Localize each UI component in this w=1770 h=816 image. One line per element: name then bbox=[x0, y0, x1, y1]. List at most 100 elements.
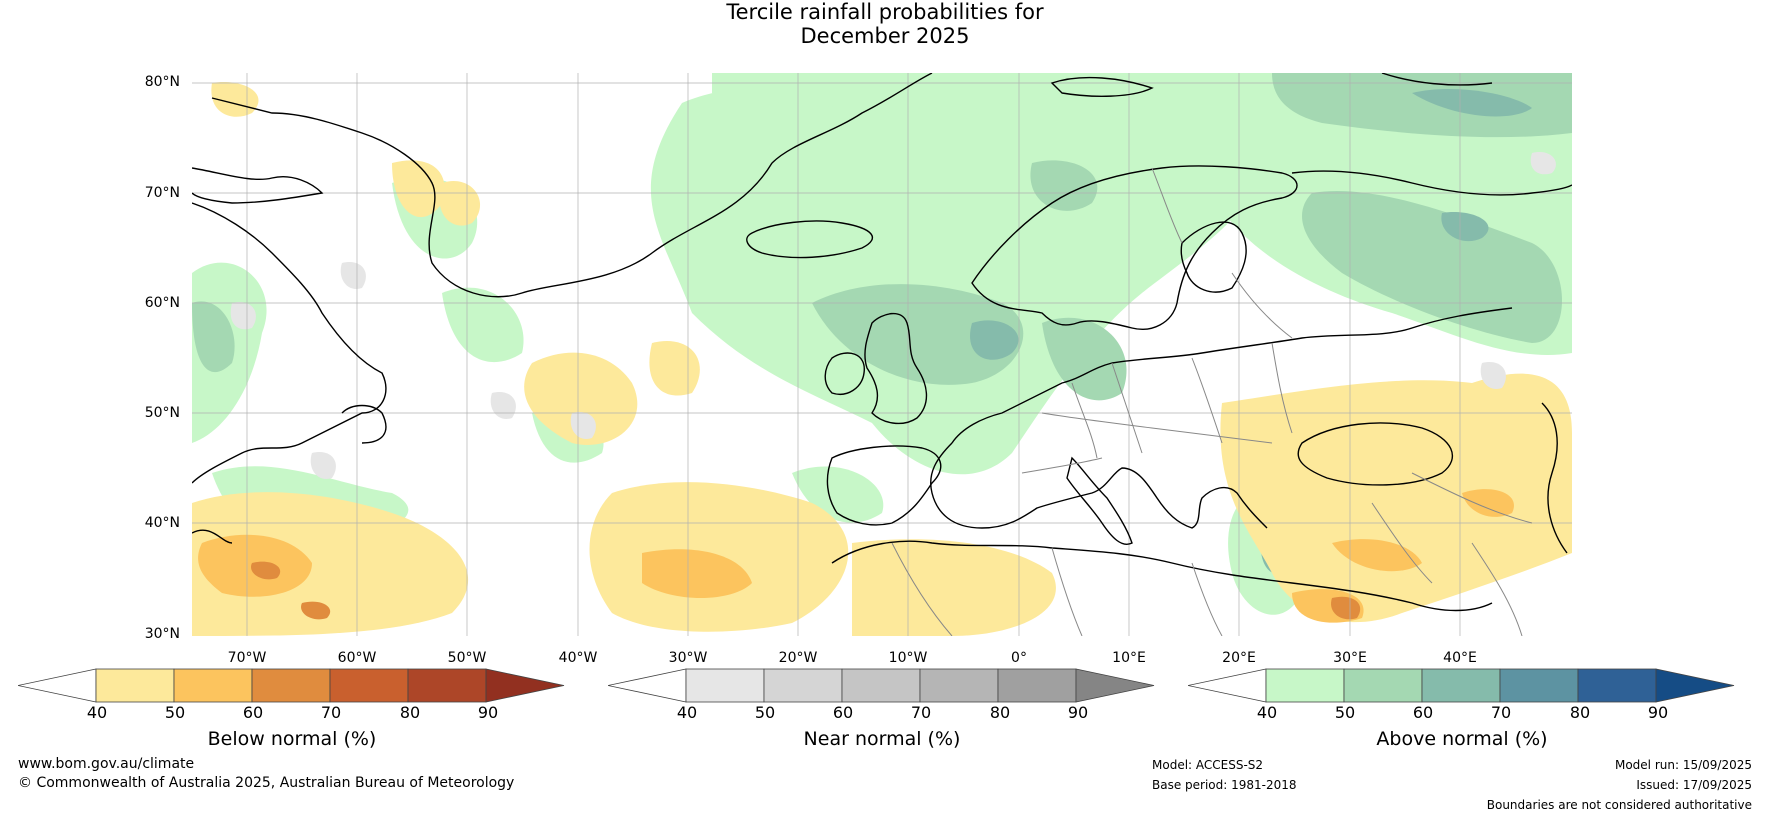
below-extend-high bbox=[485, 668, 565, 703]
footer-issued: Issued: 17/09/2025 bbox=[1636, 778, 1752, 792]
lon-label-20e: 20°E bbox=[1222, 650, 1256, 666]
coast-novaya-zemlya bbox=[1381, 72, 1493, 86]
lat-label-60n: 60°N bbox=[144, 295, 180, 311]
below-segment-80 bbox=[407, 668, 487, 703]
footer-disclaimer: Boundaries are not considered authoritat… bbox=[1486, 798, 1752, 812]
above-tick-70: 70 bbox=[1490, 703, 1512, 722]
below-extend-low bbox=[18, 668, 97, 703]
above-segment-60 bbox=[1421, 668, 1501, 703]
lon-label-20w: 20°W bbox=[778, 650, 818, 666]
near-tick-80: 80 bbox=[989, 703, 1011, 722]
near-normal-areas bbox=[230, 152, 1556, 479]
lat-label-80n: 80°N bbox=[144, 74, 180, 90]
colorbar-below-normal bbox=[18, 668, 565, 703]
lon-label-70w: 70°W bbox=[227, 650, 267, 666]
forecast-map bbox=[191, 72, 1573, 637]
coast-svalbard bbox=[1050, 76, 1154, 97]
title-line-2: December 2025 bbox=[800, 24, 970, 48]
coast-ireland bbox=[824, 352, 865, 395]
coast-black-sea bbox=[1297, 422, 1454, 486]
coastlines bbox=[191, 72, 1573, 612]
coast-italy bbox=[1066, 456, 1133, 545]
near-tick-50: 50 bbox=[754, 703, 776, 722]
near-segment-50 bbox=[763, 668, 843, 703]
below-tick-50: 50 bbox=[164, 703, 186, 722]
colorbar-above-normal bbox=[1188, 668, 1735, 703]
footer-website: www.bom.gov.au/climate bbox=[18, 756, 195, 772]
coast-caspian bbox=[1541, 402, 1568, 554]
above-tick-80: 80 bbox=[1569, 703, 1591, 722]
lat-label-40n: 40°N bbox=[144, 515, 180, 531]
lon-label-0: 0° bbox=[1011, 650, 1027, 666]
lon-label-40w: 40°W bbox=[558, 650, 598, 666]
coast-greenland bbox=[211, 72, 933, 298]
below-tick-80: 80 bbox=[399, 703, 421, 722]
above-segment-70 bbox=[1499, 668, 1579, 703]
lat-label-50n: 50°N bbox=[144, 405, 180, 421]
lat-label-70n: 70°N bbox=[144, 185, 180, 201]
coast-north-america bbox=[191, 202, 387, 544]
near-tick-40: 40 bbox=[676, 703, 698, 722]
below-segment-40 bbox=[95, 668, 175, 703]
above-segment-50 bbox=[1343, 668, 1423, 703]
coast-europe bbox=[930, 307, 1513, 529]
below-normal-areas bbox=[192, 82, 1572, 636]
coast-finland bbox=[1180, 221, 1247, 293]
near-segment-70 bbox=[919, 668, 999, 703]
country-borders bbox=[891, 167, 1533, 637]
above-extend-low bbox=[1188, 668, 1267, 703]
near-tick-90: 90 bbox=[1067, 703, 1089, 722]
colorbar-near-normal bbox=[608, 668, 1155, 703]
near-segment-60 bbox=[841, 668, 921, 703]
above-tick-40: 40 bbox=[1256, 703, 1278, 722]
above-tick-60: 60 bbox=[1412, 703, 1434, 722]
above-tick-90: 90 bbox=[1647, 703, 1669, 722]
below-segment-70 bbox=[329, 668, 409, 703]
coast-great-britain bbox=[864, 312, 928, 425]
colorbar-near-segments bbox=[608, 668, 1155, 703]
below-normal-70-areas bbox=[251, 561, 1361, 620]
footer-model-run: Model run: 15/09/2025 bbox=[1614, 758, 1752, 772]
near-segment-80 bbox=[997, 668, 1077, 703]
lon-label-60w: 60°W bbox=[337, 650, 377, 666]
below-tick-40: 40 bbox=[86, 703, 108, 722]
lon-label-50w: 50°W bbox=[447, 650, 487, 666]
coast-iceland bbox=[746, 220, 874, 259]
near-tick-60: 60 bbox=[832, 703, 854, 722]
above-segment-80 bbox=[1577, 668, 1657, 703]
coast-baffin bbox=[191, 167, 324, 204]
above-extend-high bbox=[1655, 668, 1735, 703]
lat-label-30n: 30°N bbox=[144, 626, 180, 642]
coast-iberia bbox=[826, 445, 942, 526]
above-normal-title: Above normal (%) bbox=[1376, 728, 1548, 750]
map-title: Tercile rainfall probabilities for Decem… bbox=[0, 0, 1770, 48]
below-segment-60 bbox=[251, 668, 331, 703]
above-normal-strong-areas bbox=[192, 73, 1572, 401]
coast-scandinavia bbox=[971, 165, 1298, 330]
near-tick-70: 70 bbox=[910, 703, 932, 722]
title-line-1: Tercile rainfall probabilities for bbox=[726, 0, 1044, 24]
near-normal-title: Near normal (%) bbox=[803, 728, 961, 750]
near-extend-low bbox=[608, 668, 687, 703]
below-tick-90: 90 bbox=[477, 703, 499, 722]
footer-copyright: © Commonwealth of Australia 2025, Austra… bbox=[18, 775, 515, 791]
below-tick-70: 70 bbox=[320, 703, 342, 722]
colorbar-above-segments bbox=[1188, 668, 1735, 703]
near-segment-40 bbox=[685, 668, 765, 703]
coast-north-africa bbox=[831, 540, 1493, 612]
above-tick-50: 50 bbox=[1334, 703, 1356, 722]
lon-label-40e: 40°E bbox=[1443, 650, 1477, 666]
coast-russia-arctic bbox=[1291, 170, 1573, 196]
lon-label-10w: 10°W bbox=[888, 650, 928, 666]
colorbar-below-segments bbox=[18, 668, 565, 703]
lon-label-30e: 30°E bbox=[1333, 650, 1367, 666]
footer-base-period: Base period: 1981-2018 bbox=[1152, 778, 1297, 792]
below-segment-50 bbox=[173, 668, 253, 703]
graticule bbox=[192, 73, 1572, 636]
below-tick-60: 60 bbox=[242, 703, 264, 722]
near-extend-high bbox=[1075, 668, 1155, 703]
footer-model: Model: ACCESS-S2 bbox=[1152, 758, 1264, 772]
below-normal-title: Below normal (%) bbox=[207, 728, 377, 750]
lon-label-10e: 10°E bbox=[1112, 650, 1146, 666]
map-svg bbox=[191, 72, 1573, 637]
